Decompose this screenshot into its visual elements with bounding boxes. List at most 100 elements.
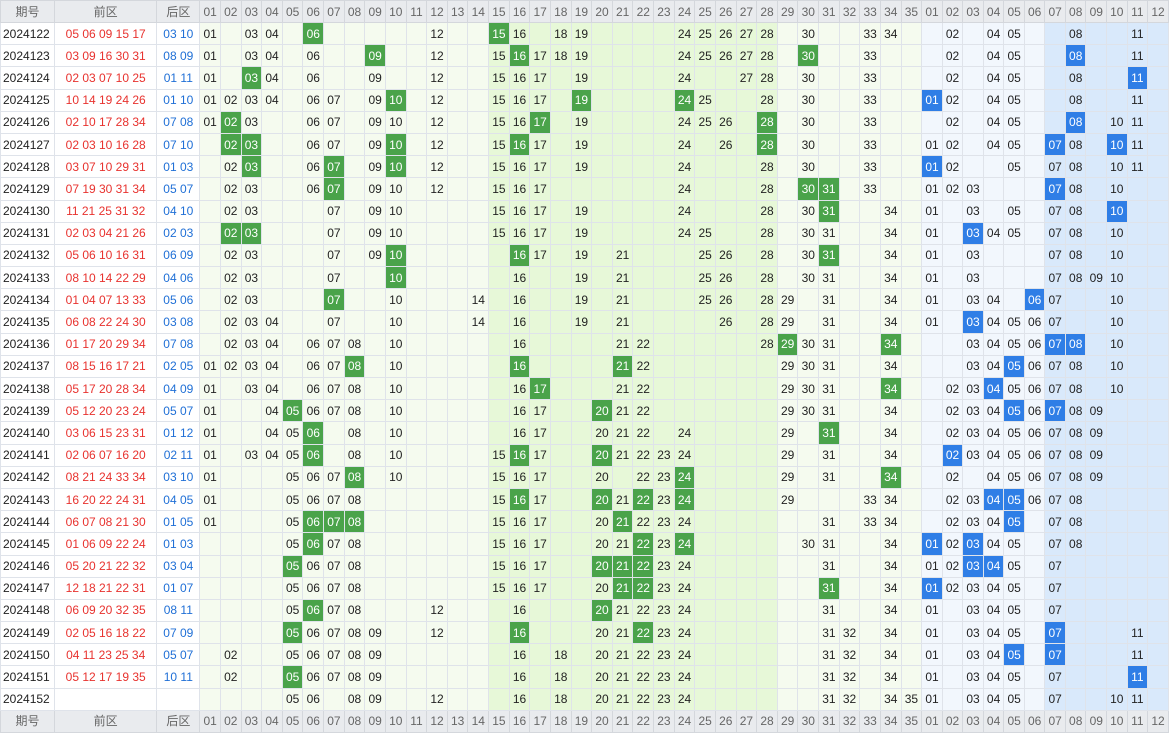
back-dist-cell	[921, 487, 943, 512]
front-dist-cell	[570, 621, 593, 645]
header-front-col: 12	[426, 0, 448, 23]
front-dist-cell	[818, 110, 840, 134]
front-dist-cell	[694, 66, 716, 90]
front-dist-cell: 16	[508, 44, 531, 68]
front-dist-cell: 02	[219, 310, 242, 334]
back-dist-cell	[1085, 376, 1108, 401]
front-dist-cell: 17	[529, 510, 551, 534]
header-front-col: 13	[446, 0, 469, 23]
period-cell: 2024131	[0, 221, 56, 245]
front-dist-cell	[240, 510, 263, 534]
front-dist-cell: 06	[302, 110, 325, 134]
header-back-col: 03	[962, 0, 984, 23]
front-dist-cell	[756, 421, 778, 445]
front-dist-cell	[199, 243, 221, 268]
back-dist-cell: 02	[941, 421, 964, 445]
front-dist-cell: 03	[240, 155, 263, 179]
front-dist-cell	[756, 576, 778, 600]
back-dist-cell	[1023, 621, 1046, 645]
back-dist-cell: 08	[1064, 44, 1087, 68]
front-dist-cell: 32	[838, 665, 861, 689]
front-dist-cell	[261, 465, 283, 489]
front-dist-cell: 15	[488, 465, 510, 489]
front-dist-cell: 16	[508, 554, 531, 578]
back-dist-cell	[962, 44, 984, 68]
front-dist-cell	[900, 621, 923, 645]
front-dist-cell: 23	[653, 487, 675, 512]
front-dist-cell	[735, 221, 758, 245]
front-dist-cell: 01	[199, 88, 221, 112]
back-dist-cell: 02	[941, 44, 964, 68]
footer-front-col: 31	[818, 709, 840, 733]
front-dist-cell: 34	[879, 687, 902, 711]
front-dist-cell: 21	[611, 576, 634, 600]
front-dist-cell: 34	[879, 554, 902, 578]
back-dist-cell: 09	[1085, 399, 1108, 423]
front-dist-cell: 17	[529, 532, 551, 556]
front-dist-cell: 04	[261, 310, 283, 334]
front-dist-cell	[673, 332, 696, 356]
front-dist-cell: 34	[879, 621, 902, 645]
front-dist-cell: 03	[240, 88, 263, 112]
footer-back-col: 04	[982, 709, 1005, 733]
front-dist-cell: 20	[591, 576, 613, 600]
front-dist-cell: 23	[653, 554, 675, 578]
front-dist-cell	[570, 687, 593, 711]
front-dist-cell	[694, 621, 716, 645]
front-dist-cell: 03	[240, 199, 263, 223]
back-dist-cell	[962, 132, 984, 157]
back-dist-cell: 03	[962, 376, 984, 401]
front-dist-cell: 30	[797, 155, 820, 179]
front-dist-cell: 10	[384, 221, 407, 245]
front-dist-cell: 30	[797, 44, 820, 68]
front-dist-cell: 05	[281, 687, 304, 711]
header-front-col: 08	[343, 0, 366, 23]
period-cell: 2024138	[0, 376, 56, 401]
front-dist-cell: 16	[508, 465, 531, 489]
back-dist-cell: 08	[1064, 421, 1087, 445]
front-dist-cell	[488, 665, 510, 689]
back-dist-cell	[1085, 177, 1108, 201]
front-dist-cell	[859, 576, 881, 600]
front-dist-cell: 15	[488, 443, 510, 467]
front-dist-cell: 10	[384, 421, 407, 445]
back-dist-cell: 07	[1044, 643, 1066, 667]
back-dist-cell	[1147, 687, 1169, 711]
front-dist-cell	[323, 443, 345, 467]
back-numbers-cell: 02 03	[156, 221, 201, 245]
back-dist-cell: 07	[1044, 576, 1066, 600]
back-dist-cell: 02	[941, 465, 964, 489]
table-row: 2024130 11 21 25 31 32 04 10 02 03 07 09 10 15 16…	[0, 199, 1169, 223]
front-dist-cell	[570, 532, 593, 556]
footer-front-col: 18	[549, 709, 572, 733]
back-dist-cell: 08	[1064, 177, 1087, 201]
back-dist-cell	[1023, 687, 1046, 711]
front-dist-cell: 05	[281, 643, 304, 667]
footer-front-col: 10	[384, 709, 407, 733]
front-dist-cell	[467, 66, 490, 90]
front-dist-cell	[714, 155, 737, 179]
back-dist-cell: 04	[982, 399, 1005, 423]
front-dist-cell	[364, 310, 386, 334]
front-dist-cell	[714, 510, 737, 534]
front-dist-cell	[591, 310, 613, 334]
period-cell: 2024126	[0, 110, 56, 134]
front-dist-cell: 14	[467, 288, 490, 312]
front-dist-cell: 31	[818, 177, 840, 201]
table-row: 2024128 03 07 10 29 31 01 03 02 03 06 07 09 10 12…	[0, 155, 1169, 179]
back-dist-cell	[1126, 310, 1149, 334]
back-dist-cell	[1126, 354, 1149, 379]
front-dist-cell: 08	[343, 421, 366, 445]
front-dist-cell: 12	[426, 598, 448, 623]
front-dist-cell: 12	[426, 88, 448, 112]
front-dist-cell	[219, 487, 242, 512]
front-dist-cell	[281, 132, 304, 157]
period-cell: 2024142	[0, 465, 56, 489]
back-dist-cell: 01	[921, 687, 943, 711]
back-dist-cell	[982, 243, 1005, 268]
front-dist-cell	[488, 421, 510, 445]
front-dist-cell	[611, 132, 634, 157]
front-dist-cell	[611, 221, 634, 245]
front-dist-cell	[714, 399, 737, 423]
front-dist-cell: 07	[323, 110, 345, 134]
